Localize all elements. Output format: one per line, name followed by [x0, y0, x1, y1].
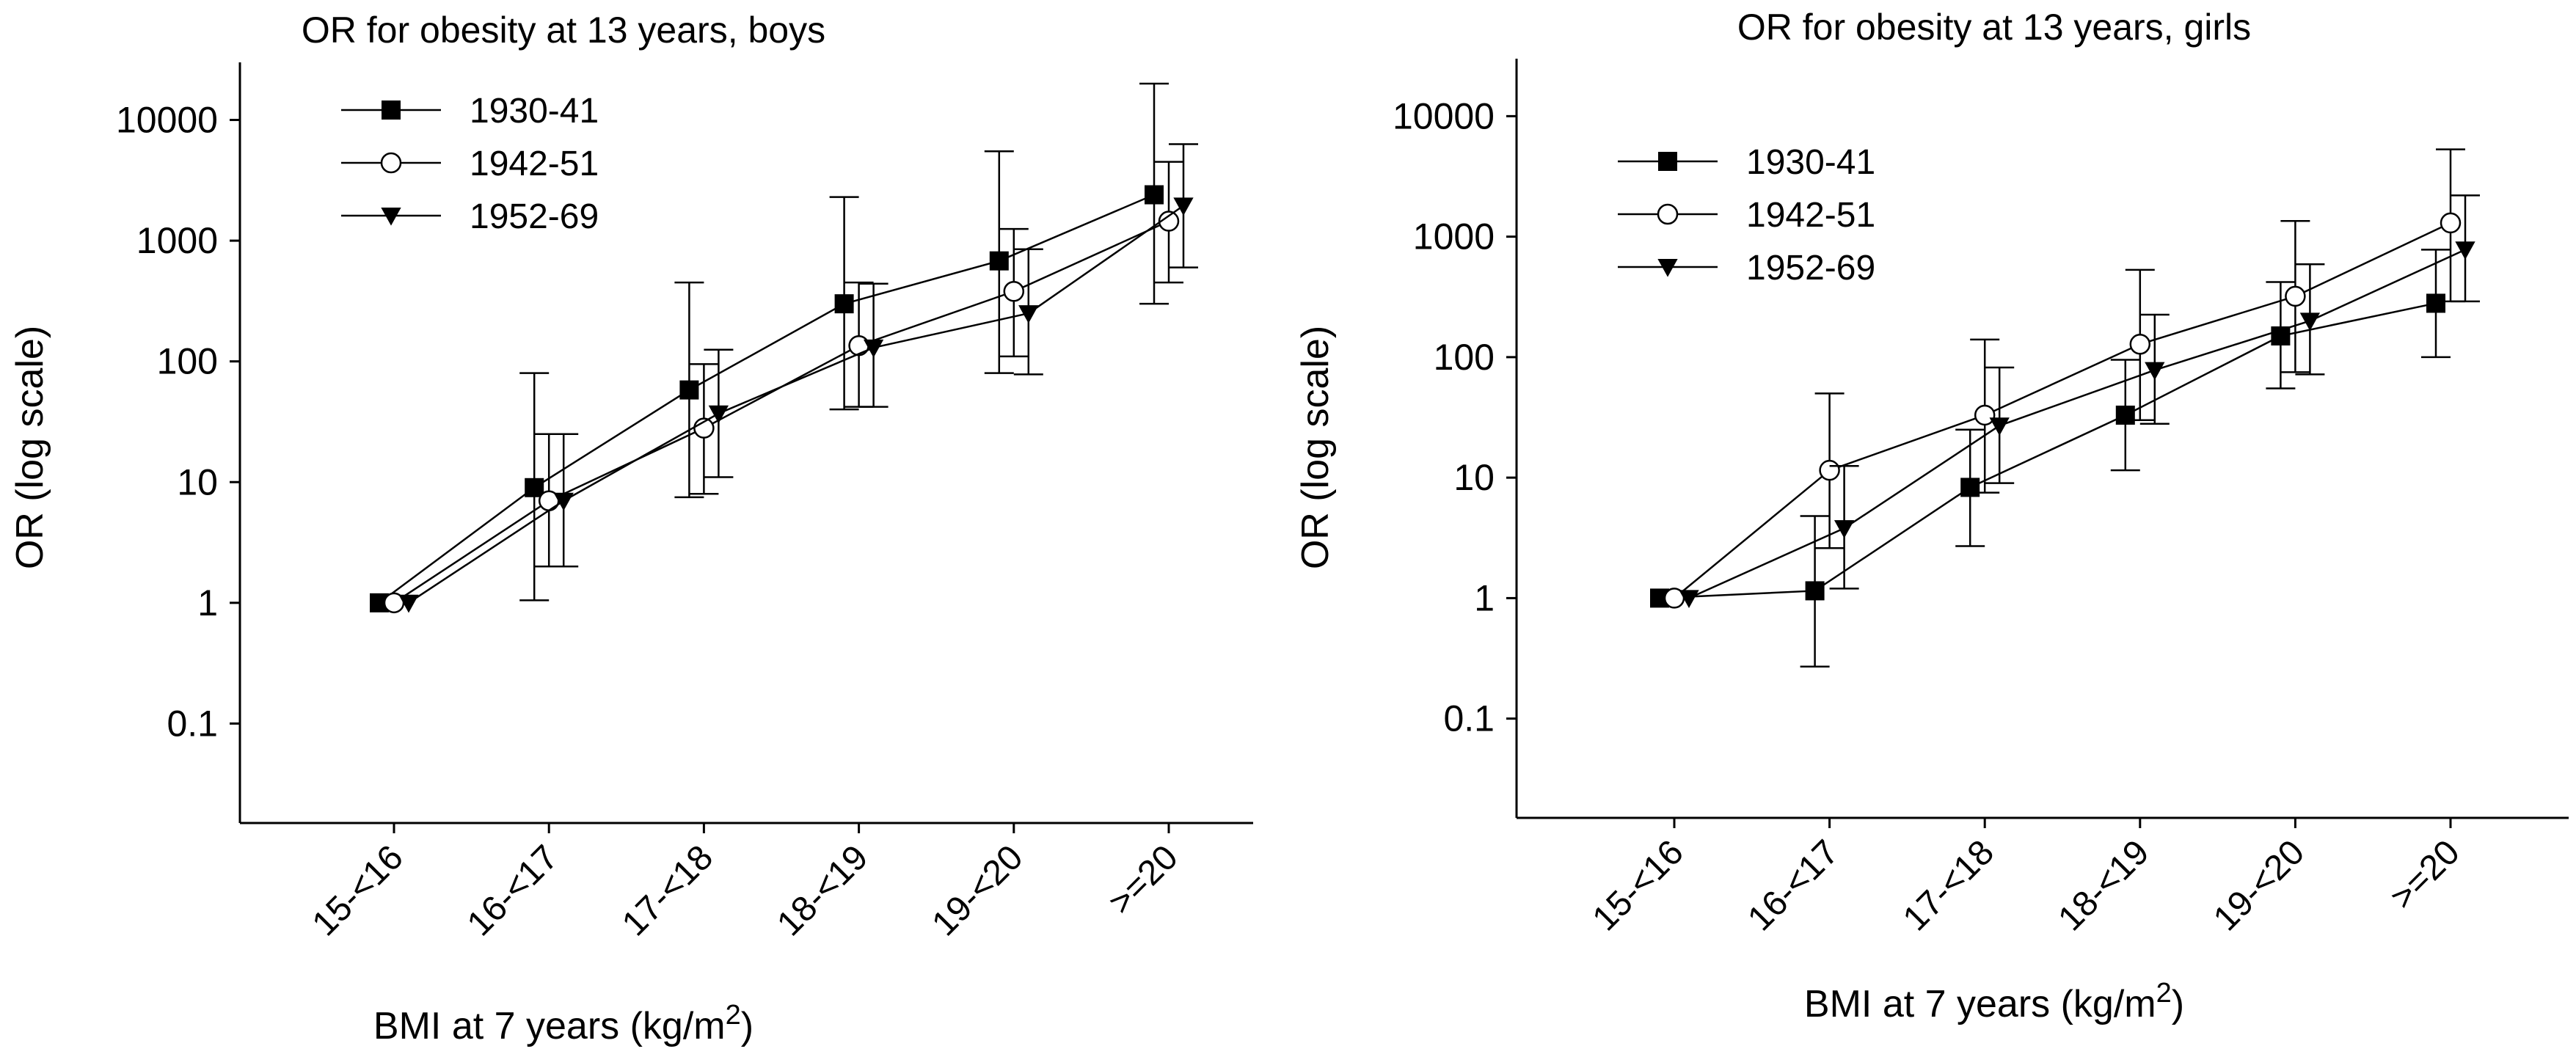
triangle-down-marker — [1679, 590, 1699, 609]
y-tick-label: 100 — [1434, 337, 1495, 378]
legend-label: 1942-51 — [470, 145, 599, 183]
legend-label: 1942-51 — [1746, 196, 1875, 235]
circle-marker — [1657, 203, 1679, 225]
legend-label: 1930-41 — [1746, 143, 1875, 182]
y-tick-label: 0.1 — [167, 703, 218, 744]
y-tick-label: 1000 — [1413, 216, 1495, 257]
circle-marker — [1158, 211, 1180, 232]
triangle-down-marker — [398, 594, 419, 613]
circle-marker — [848, 334, 869, 356]
square-marker — [834, 294, 854, 314]
circle-marker — [2129, 334, 2151, 355]
circle-marker — [2285, 285, 2306, 307]
triangle-down-marker — [1173, 197, 1194, 216]
circle-marker — [2440, 212, 2462, 234]
triangle-down-marker — [2299, 312, 2321, 332]
circle-marker — [1819, 459, 1840, 481]
y-tick-label: 1000 — [136, 220, 218, 261]
legend-label: 1952-69 — [1746, 249, 1875, 288]
x-axis-label: BMI at 7 years (kg/m2) — [1804, 978, 2184, 1025]
y-tick-label: 10 — [1453, 457, 1495, 498]
circle-marker — [1974, 404, 1996, 426]
triangle-down-marker — [2145, 362, 2165, 381]
circle-marker — [380, 152, 402, 174]
square-marker — [1960, 478, 1980, 497]
triangle-down-marker — [708, 405, 729, 424]
x-axis-label: BMI at 7 years (kg/m2) — [373, 1000, 754, 1047]
legend-label: 1952-69 — [470, 197, 599, 236]
series-1952-69 — [398, 143, 1198, 613]
y-axis-label: OR (log scale) — [1294, 326, 1337, 569]
square-marker — [1658, 152, 1677, 171]
square-marker — [2426, 293, 2445, 313]
y-tick-label: 1 — [1474, 577, 1495, 618]
square-marker — [382, 100, 401, 120]
square-marker — [679, 380, 699, 400]
y-tick-label: 10000 — [1393, 95, 1495, 136]
y-tick-label: 10000 — [116, 100, 218, 141]
triangle-down-marker — [1834, 520, 1855, 538]
circle-marker — [1003, 281, 1025, 302]
triangle-down-marker — [2455, 241, 2475, 260]
series-1942-51 — [1663, 148, 2465, 609]
legend-label: 1930-41 — [470, 92, 599, 131]
x-axis-label-superscript: 2 — [2156, 978, 2172, 1009]
series-line — [408, 205, 1184, 604]
triangle-down-marker — [1989, 417, 2010, 436]
y-tick-label: 10 — [177, 461, 218, 502]
y-tick-label: 100 — [157, 341, 218, 382]
chart-title: OR for obesity at 13 years, boys — [302, 10, 825, 51]
square-marker — [2115, 405, 2135, 425]
x-axis-label-suffix: ) — [2172, 983, 2184, 1025]
square-marker — [1145, 185, 1164, 205]
chart-title: OR for obesity at 13 years, girls — [1737, 7, 2251, 48]
square-marker — [989, 251, 1009, 271]
x-axis-label-superscript: 2 — [726, 1000, 741, 1031]
square-marker — [525, 478, 544, 497]
series-line — [1688, 249, 2466, 599]
x-axis-label-suffix: ) — [741, 1005, 754, 1047]
triangle-down-marker — [553, 492, 574, 511]
y-axis-label: OR (log scale) — [9, 326, 51, 569]
y-tick-label: 1 — [197, 582, 218, 623]
series-line — [1674, 222, 2451, 599]
triangle-down-marker — [863, 339, 884, 358]
square-marker — [1805, 581, 1825, 601]
triangle-down-marker — [1657, 258, 1678, 277]
triangle-down-marker — [1018, 305, 1039, 323]
series-line — [1659, 302, 2437, 599]
series-1952-69 — [1679, 194, 2480, 609]
series-1930-41 — [1650, 249, 2451, 668]
triangle-down-marker — [381, 207, 401, 226]
y-tick-label: 0.1 — [1443, 698, 1495, 739]
